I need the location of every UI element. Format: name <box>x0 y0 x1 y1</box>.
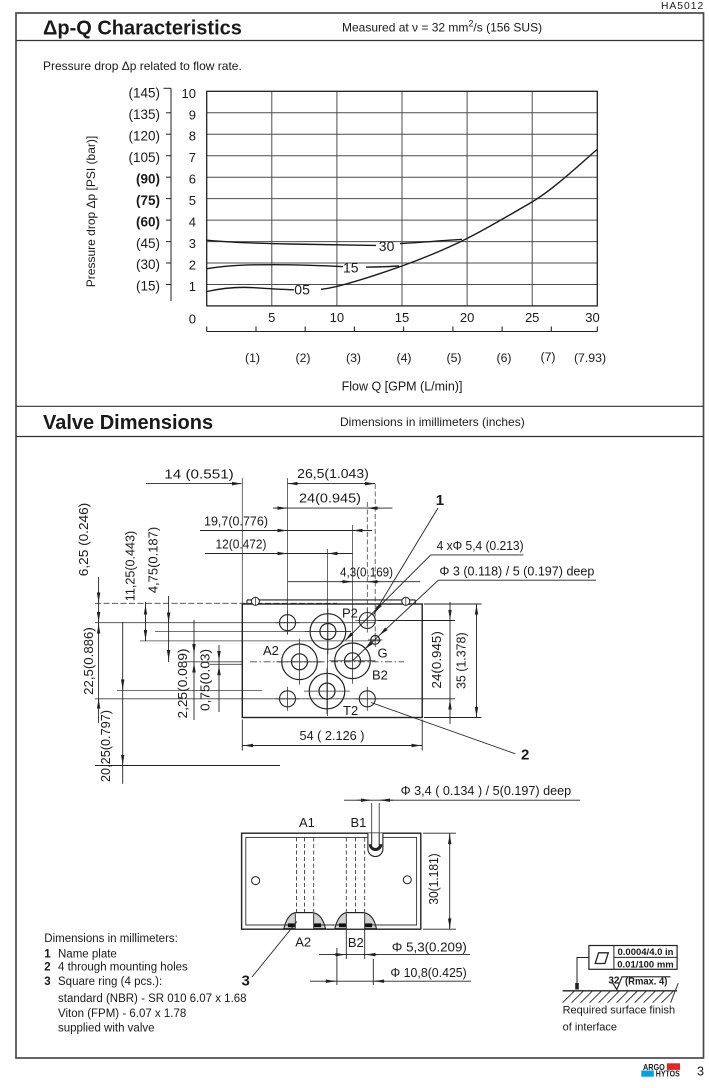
svg-text:Φ 3 (0.118) / 5 (0.197) deep: Φ 3 (0.118) / 5 (0.197) deep <box>439 564 594 579</box>
svg-text:9: 9 <box>189 107 196 122</box>
svg-text:4 xΦ 5,4 (0.213): 4 xΦ 5,4 (0.213) <box>437 538 524 553</box>
svg-text:7: 7 <box>189 150 196 165</box>
svg-text:(75): (75) <box>136 193 160 208</box>
svg-text:30: 30 <box>379 238 395 254</box>
svg-text:Pressure drop Δp [PSI (bar)]: Pressure drop Δp [PSI (bar)] <box>84 136 98 287</box>
svg-text:25: 25 <box>525 310 539 325</box>
svg-text:20: 20 <box>460 310 474 325</box>
svg-text:Dimensions in imillimeters (in: Dimensions in imillimeters (inches) <box>340 415 525 429</box>
svg-text:P2: P2 <box>342 606 358 621</box>
svg-text:HA5012: HA5012 <box>661 1 704 12</box>
svg-text:19,7(0.776): 19,7(0.776) <box>204 514 268 529</box>
svg-text:B2: B2 <box>372 668 388 683</box>
svg-text:0: 0 <box>189 312 196 327</box>
svg-text:(7.93): (7.93) <box>574 351 606 365</box>
svg-text:T2: T2 <box>343 703 358 718</box>
svg-text:4,3(0.169): 4,3(0.169) <box>340 565 393 580</box>
svg-text:Required surface finish: Required surface finish <box>563 1005 676 1017</box>
svg-text:standard (NBR) - SR 010 6.07 x: standard (NBR) - SR 010 6.07 x 1.68 <box>58 993 247 1005</box>
svg-text:0,75(0.03): 0,75(0.03) <box>198 649 213 711</box>
svg-text:3: 3 <box>697 1065 704 1079</box>
svg-text:0.01/100 mm: 0.01/100 mm <box>617 960 674 971</box>
svg-text:3: 3 <box>242 973 250 990</box>
svg-text:Φ 3,4 ( 0.134 ) / 5(0.197) dee: Φ 3,4 ( 0.134 ) / 5(0.197) deep <box>401 783 572 798</box>
svg-text:6,25 (0.246): 6,25 (0.246) <box>76 503 91 576</box>
svg-text:2,25(0.089): 2,25(0.089) <box>175 649 190 719</box>
svg-text:A1: A1 <box>299 815 315 830</box>
svg-text:10: 10 <box>182 86 196 101</box>
svg-text:G: G <box>378 646 388 661</box>
svg-text:3: 3 <box>44 976 50 988</box>
svg-text:(105): (105) <box>128 150 160 165</box>
svg-text:Valve Dimensions: Valve Dimensions <box>43 412 213 434</box>
svg-text:(2): (2) <box>295 351 310 365</box>
svg-text:35 (1.378): 35 (1.378) <box>454 632 469 689</box>
svg-text:Measured at ν = 32 mm2/s (156: Measured at ν = 32 mm2/s (156 SUS) <box>342 19 542 35</box>
svg-text:Viton (FPM) - 6.07 x 1.78: Viton (FPM) - 6.07 x 1.78 <box>58 1008 186 1020</box>
svg-text:24(0.945): 24(0.945) <box>429 631 444 688</box>
svg-text:(60): (60) <box>136 214 160 229</box>
svg-text:Flow Q [GPM (L/min)]: Flow Q [GPM (L/min)] <box>342 380 463 394</box>
svg-text:11,25(0.443): 11,25(0.443) <box>123 531 138 602</box>
svg-text:(90): (90) <box>136 171 160 186</box>
svg-text:Φ 10,8(0.425): Φ 10,8(0.425) <box>390 965 466 980</box>
svg-text:Pressure drop Δp related to fl: Pressure drop Δp related to flow rate. <box>43 59 242 73</box>
svg-text:15: 15 <box>395 310 409 325</box>
svg-text:4 through mounting holes: 4 through mounting holes <box>58 962 188 974</box>
svg-text:(15): (15) <box>136 279 160 294</box>
svg-text:B1: B1 <box>350 815 366 830</box>
svg-text:4,75(0.187): 4,75(0.187) <box>146 527 161 593</box>
svg-text:15: 15 <box>343 260 359 276</box>
svg-text:(3): (3) <box>346 351 361 365</box>
svg-text:(145): (145) <box>128 86 160 101</box>
svg-text:Δp-Q Characteristics: Δp-Q Characteristics <box>43 18 242 40</box>
svg-text:0.0004/4.0 in: 0.0004/4.0 in <box>618 947 674 958</box>
svg-text:30: 30 <box>585 310 599 325</box>
svg-text:Square ring (4 pcs.):: Square ring (4 pcs.): <box>58 976 162 988</box>
svg-text:A2: A2 <box>295 935 311 950</box>
svg-text:30(1.181): 30(1.181) <box>426 853 441 904</box>
svg-text:1: 1 <box>436 492 444 509</box>
svg-text:B2: B2 <box>348 935 364 950</box>
svg-text:26,5(1.043): 26,5(1.043) <box>297 466 369 481</box>
svg-text:5: 5 <box>268 310 275 325</box>
svg-text:5: 5 <box>189 193 196 208</box>
svg-text:14 (0.551): 14 (0.551) <box>164 467 234 482</box>
svg-text:(45): (45) <box>136 236 160 251</box>
svg-text:(Rmax. 4): (Rmax. 4) <box>625 977 667 988</box>
svg-text:(135): (135) <box>128 107 160 122</box>
svg-text:2: 2 <box>44 962 50 974</box>
svg-text:2: 2 <box>189 258 196 273</box>
svg-text:HYTOS: HYTOS <box>656 1069 680 1079</box>
svg-text:20,25(0.797): 20,25(0.797) <box>98 710 113 782</box>
svg-text:(30): (30) <box>136 257 160 272</box>
svg-text:Name plate: Name plate <box>58 949 117 961</box>
svg-text:24(0.945): 24(0.945) <box>299 491 361 506</box>
svg-text:3: 3 <box>189 236 196 251</box>
svg-text:2: 2 <box>521 747 529 764</box>
svg-text:(4): (4) <box>396 351 411 365</box>
svg-text:6: 6 <box>189 172 196 187</box>
svg-text:(1): (1) <box>245 351 260 365</box>
svg-text:ARGO: ARGO <box>643 1062 665 1072</box>
svg-text:(120): (120) <box>128 128 160 143</box>
svg-text:(7): (7) <box>540 350 555 364</box>
svg-text:05: 05 <box>294 282 310 298</box>
svg-text:Φ 5,3(0.209): Φ 5,3(0.209) <box>392 940 467 955</box>
svg-text:22,5(0.886): 22,5(0.886) <box>81 627 96 695</box>
svg-text:Dimensions in millimeters:: Dimensions in millimeters: <box>44 933 178 945</box>
svg-text:1: 1 <box>44 949 51 961</box>
svg-text:of interface: of interface <box>563 1022 617 1034</box>
svg-text:10: 10 <box>330 310 344 325</box>
svg-text:supplied with valve: supplied with valve <box>58 1022 155 1034</box>
svg-text:32: 32 <box>608 976 620 987</box>
svg-text:4: 4 <box>189 215 196 230</box>
svg-text:A2: A2 <box>263 643 279 658</box>
svg-text:12(0.472): 12(0.472) <box>216 537 267 552</box>
svg-text:(5): (5) <box>446 351 461 365</box>
svg-text:(6): (6) <box>496 351 511 365</box>
svg-text:1: 1 <box>189 279 196 294</box>
svg-text:54 ( 2.126 ): 54 ( 2.126 ) <box>300 728 365 743</box>
svg-text:8: 8 <box>189 129 196 144</box>
